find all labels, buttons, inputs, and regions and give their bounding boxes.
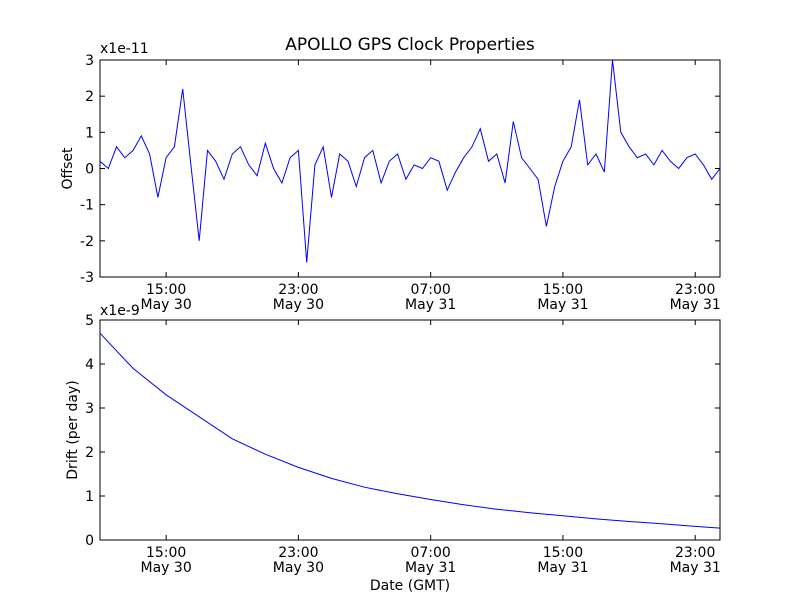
ytick-label: 2 <box>85 445 94 461</box>
offset-scale-label: x1e-11 <box>100 41 149 57</box>
chart-title: APOLLO GPS Clock Properties <box>285 35 535 55</box>
ytick-label: -3 <box>80 270 94 286</box>
offset-yticks: 3 2 1 0 -1 -2 -3 <box>80 53 720 286</box>
ytick-label: 4 <box>85 357 94 373</box>
ytick-label: 1 <box>85 125 94 141</box>
ytick-label: 0 <box>85 533 94 549</box>
xtick-label-date: May 31 <box>405 560 456 576</box>
xtick-label-date: May 30 <box>141 297 192 313</box>
xtick-label-time: 15:00 <box>543 282 583 298</box>
xtick-label-date: May 31 <box>670 297 721 313</box>
ytick-label: 1 <box>85 489 94 505</box>
drift-ylabel: Drift (per day) <box>65 380 81 479</box>
xtick-label-date: May 31 <box>537 297 588 313</box>
xtick-label-date: May 31 <box>537 560 588 576</box>
xtick-label-time: 15:00 <box>146 282 186 298</box>
xtick-label-date: May 31 <box>405 297 456 313</box>
xtick-label-date: May 30 <box>141 560 192 576</box>
xtick-label-time: 07:00 <box>410 545 450 561</box>
xtick-label-date: May 31 <box>670 560 721 576</box>
drift-xlabel: Date (GMT) <box>370 578 450 594</box>
drift-axes: x1e-9 Drift (per day) Date (GMT) 543210 … <box>65 303 721 594</box>
xtick-label-time: 07:00 <box>410 282 450 298</box>
xtick-label-time: 23:00 <box>278 282 318 298</box>
xtick-label-date: May 30 <box>273 297 324 313</box>
ytick-label: 0 <box>85 162 94 178</box>
offset-series-line <box>99 59 721 263</box>
drift-series-line <box>99 332 721 529</box>
xtick-label-time: 15:00 <box>146 545 186 561</box>
xtick-label-time: 23:00 <box>278 545 318 561</box>
ytick-label: 5 <box>85 313 94 329</box>
xtick-label-date: May 30 <box>273 560 324 576</box>
offset-axes-frame <box>99 59 721 278</box>
drift-axes-frame <box>99 319 721 541</box>
ytick-label: -2 <box>80 234 94 250</box>
drift-yticks: 5 4 3 2 1 0 <box>85 313 720 549</box>
ytick-label: 2 <box>85 89 94 105</box>
offset-ylabel: Offset <box>60 147 76 190</box>
ytick-label: 3 <box>85 401 94 417</box>
ytick-label: 3 <box>85 53 94 69</box>
xtick-label-time: 23:00 <box>675 282 715 298</box>
ytick-label: -1 <box>80 198 94 214</box>
xtick-label-time: 15:00 <box>543 545 583 561</box>
drift-scale-label: x1e-9 <box>100 303 140 319</box>
xtick-label-time: 23:00 <box>675 545 715 561</box>
